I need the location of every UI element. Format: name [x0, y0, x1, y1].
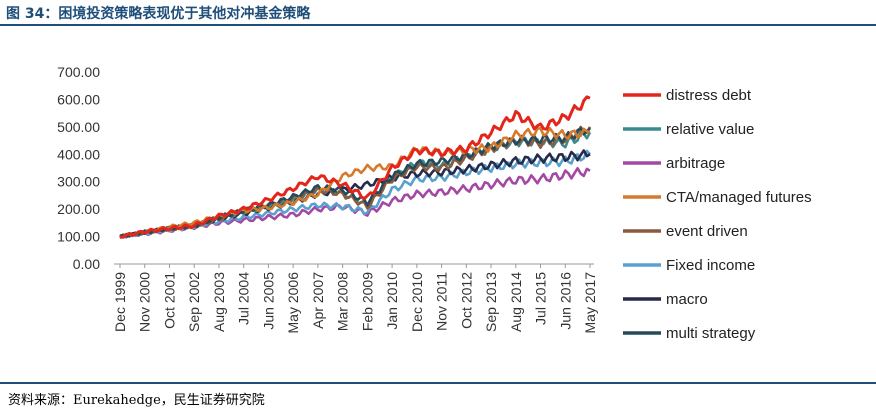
- legend: distress debt relative value arbitrage CTA/…: [623, 87, 812, 342]
- x-tick-label: Feb 2009: [359, 272, 375, 331]
- x-tick-label: Aug 2003: [211, 272, 227, 332]
- x-axis-tick-labels: Dec 1999 Nov 2000 Oct 2001 Sep 2002 Aug 2003…: [112, 272, 598, 334]
- x-tick-label: Jan 2010: [384, 272, 400, 330]
- legend-label: distress debt: [666, 87, 752, 104]
- y-tick-label: 100.00: [57, 229, 100, 245]
- legend-label: arbitrage: [666, 155, 725, 172]
- series-line-distress-debt: [119, 95, 591, 239]
- x-tick-label: Nov 2011: [434, 272, 450, 331]
- y-tick-label: 500.00: [57, 119, 100, 135]
- y-tick-label: 400.00: [57, 146, 100, 162]
- y-tick-label: 600.00: [57, 91, 100, 107]
- x-tick-label: Aug 2014: [508, 272, 524, 332]
- x-tick-label: Oct 2001: [161, 272, 177, 329]
- x-tick-label: May 2006: [285, 272, 301, 334]
- legend-label: event driven: [666, 223, 748, 240]
- y-tick-label: 200.00: [57, 201, 100, 217]
- x-axis: [114, 263, 594, 268]
- x-tick-label: Dec 1999: [112, 272, 128, 332]
- x-tick-label: Jul 2015: [533, 272, 549, 325]
- series-line-cta-managed-futures: [119, 127, 591, 239]
- x-tick-label: Apr 2007: [310, 272, 326, 329]
- figure-title: 图 34：困境投资策略表现优于其他对冲基金策略: [6, 6, 311, 22]
- series-lines: [119, 95, 592, 240]
- x-tick-label: Jun 2016: [557, 272, 573, 330]
- y-tick-label: 300.00: [57, 174, 100, 190]
- legend-label: CTA/managed futures: [666, 189, 812, 206]
- legend-label: multi strategy: [666, 325, 756, 342]
- x-tick-label: Sep 2013: [483, 272, 499, 332]
- legend-label: Fixed income: [666, 257, 755, 274]
- x-tick-label: Jun 2005: [260, 272, 276, 330]
- x-tick-label: Jul 2004: [236, 272, 252, 325]
- y-tick-label: 0.00: [73, 256, 100, 272]
- legend-label: relative value: [666, 121, 754, 138]
- series-line-event-driven: [119, 125, 592, 238]
- x-tick-label: Mar 2008: [335, 272, 351, 331]
- x-tick-label: Oct 2012: [458, 272, 474, 329]
- x-tick-label: Sep 2002: [186, 272, 202, 332]
- y-tick-label: 700.00: [57, 64, 100, 80]
- x-tick-label: Nov 2000: [137, 272, 153, 332]
- y-axis-ticks: 0.00 100.00 200.00 300.00 400.00 500.00 600.00…: [57, 64, 100, 272]
- source-note: 资料来源：Eurekahedge，民生证券研究院: [8, 393, 265, 408]
- legend-label: macro: [666, 291, 708, 308]
- x-tick-label: Dec 2010: [409, 272, 425, 332]
- title-rule: [0, 24, 876, 26]
- source-rule: [0, 382, 876, 384]
- x-tick-label: May 2017: [582, 272, 598, 334]
